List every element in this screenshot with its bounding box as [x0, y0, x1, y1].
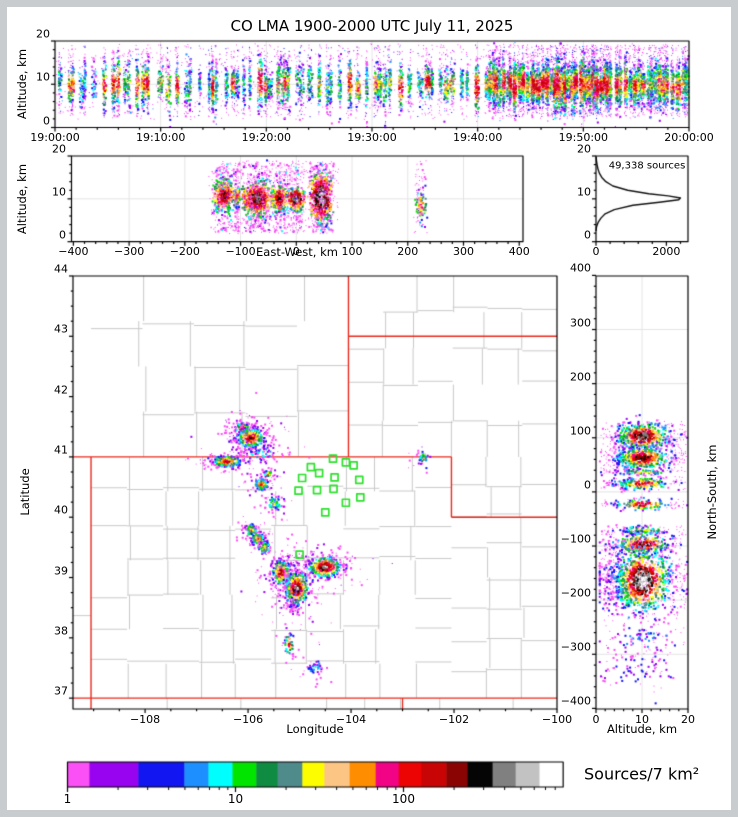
tick-label: 300 — [452, 245, 474, 258]
colorbar-tick-label: 1 — [63, 792, 72, 806]
map-xlabel: Longitude — [286, 722, 344, 736]
tick-label: −104 — [335, 713, 367, 726]
tick-label: −106 — [232, 713, 264, 726]
colorbar-label: Sources/7 km² — [584, 764, 700, 784]
tick-label: 2000 — [652, 245, 681, 258]
tick-label: 0 — [592, 245, 600, 258]
tick-label: 37 — [54, 684, 68, 698]
tick-label: 0 — [584, 478, 591, 492]
tick-label: 100 — [341, 245, 363, 258]
tick-label: 300 — [570, 316, 591, 330]
tick-label: 19:50:00 — [558, 131, 609, 144]
tick-label: −102 — [438, 713, 470, 726]
tick-label: −108 — [129, 713, 161, 726]
tick-label: 10 — [577, 185, 591, 199]
tick-label: 19:10:00 — [135, 131, 186, 144]
tick-label: −300 — [560, 640, 591, 654]
tick-label: 200 — [570, 370, 591, 384]
time-height-ylabel: Altitude, km — [15, 48, 29, 120]
tick-label: 20 — [52, 142, 66, 156]
east-west-xlabel: East-West, km — [256, 245, 338, 259]
tick-label: 20 — [681, 713, 695, 726]
histogram-annotation: 49,338 sources — [608, 160, 686, 172]
colorbar-tick-label: 100 — [392, 792, 415, 806]
tick-label: −100 — [541, 713, 573, 726]
tick-label: 0 — [584, 228, 591, 242]
tick-label: −300 — [114, 245, 145, 258]
tick-label: 0 — [43, 114, 50, 127]
north-south-ylabel: North-South, km — [705, 444, 719, 540]
tick-label: 0 — [292, 245, 300, 258]
tick-label: 400 — [570, 261, 591, 275]
tick-label: 10 — [36, 70, 50, 84]
page-title: CO LMA 1900-2000 UTC July 11, 2025 — [230, 17, 514, 35]
tick-label: −200 — [560, 586, 591, 600]
tick-label: 20 — [577, 142, 591, 156]
tick-label: −100 — [560, 532, 591, 546]
tick-label: −400 — [560, 694, 591, 708]
tick-label: 400 — [508, 245, 530, 258]
north-south-xlabel: Altitude, km — [606, 722, 678, 736]
colorbar-tick-label: 10 — [227, 792, 244, 806]
tick-label: 38 — [54, 624, 68, 638]
tick-label: 20:00:00 — [664, 131, 714, 144]
tick-label: 20 — [36, 27, 50, 41]
tick-label: 10 — [635, 713, 649, 726]
tick-label: 10 — [52, 185, 66, 199]
tick-label: 40 — [54, 503, 68, 517]
tick-label: 100 — [570, 424, 591, 438]
tick-label: 19:20:00 — [241, 131, 292, 144]
tick-label: −400 — [58, 245, 89, 258]
tick-label: 19:00:00 — [30, 131, 80, 144]
map-ylabel: Latitude — [18, 468, 32, 516]
tick-label: 39 — [54, 564, 68, 578]
tick-label: −100 — [225, 245, 256, 258]
tick-label: 44 — [54, 262, 68, 276]
tick-label: 42 — [54, 383, 68, 397]
tick-label: 200 — [397, 245, 419, 258]
tick-label: −200 — [169, 245, 200, 258]
tick-label: 19:40:00 — [452, 131, 503, 144]
tick-label: 0 — [59, 228, 66, 242]
tick-label: 19:30:00 — [347, 131, 397, 144]
east-west-ylabel: Altitude, km — [15, 163, 29, 235]
tick-label: 41 — [54, 443, 68, 457]
tick-label: 0 — [592, 713, 600, 726]
tick-label: 43 — [54, 322, 68, 336]
